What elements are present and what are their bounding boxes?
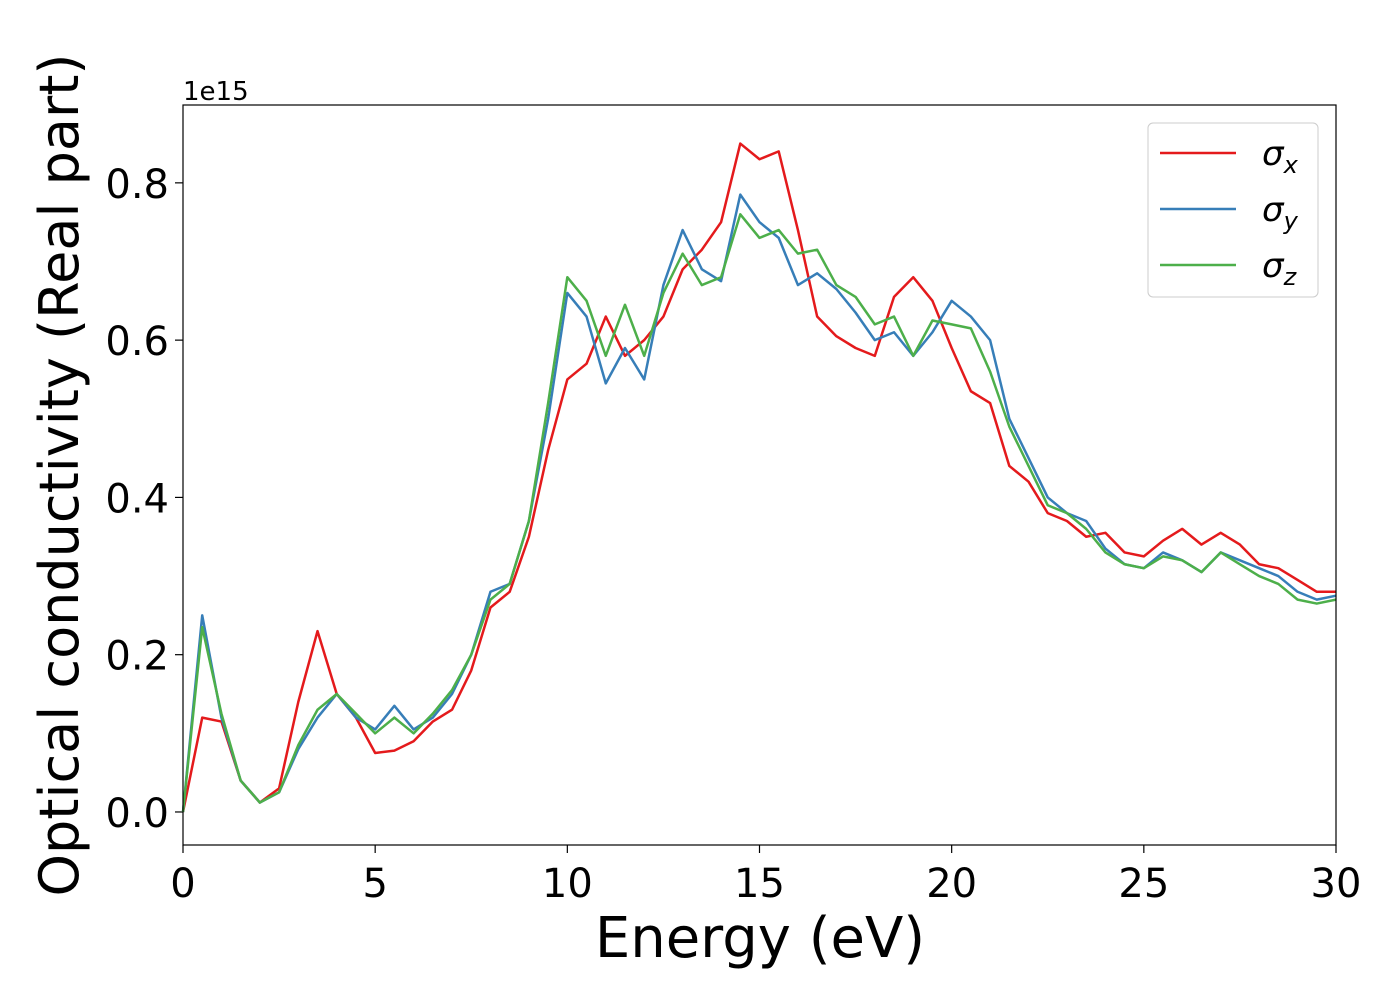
x-tick-label: 20 [926, 861, 977, 907]
x-tick-label: 25 [1118, 861, 1169, 907]
legend-label: σz [1262, 246, 1298, 291]
x-tick-label: 5 [362, 861, 387, 907]
y-tick-label: 0.0 [105, 791, 169, 837]
x-tick-label: 15 [734, 861, 785, 907]
y-tick-label: 0.8 [105, 162, 169, 208]
x-tick-label: 0 [170, 861, 195, 907]
y-tick-label: 0.4 [105, 476, 169, 522]
x-axis-label: Energy (eV) [595, 906, 925, 971]
x-tick-label: 30 [1311, 861, 1362, 907]
plot-frame [182, 104, 1337, 846]
x-tick-label: 10 [542, 861, 593, 907]
legend-label: σy [1262, 190, 1299, 235]
series-line [181, 142, 1336, 813]
y-tick-label: 0.6 [105, 319, 169, 365]
series-line [181, 213, 1337, 813]
y-tick-label: 0.2 [105, 634, 169, 680]
y-axis-label: Optical conductivity (Real part) [28, 54, 91, 897]
y-offset-label: 1e15 [183, 77, 249, 107]
legend-label: σx [1262, 134, 1299, 179]
